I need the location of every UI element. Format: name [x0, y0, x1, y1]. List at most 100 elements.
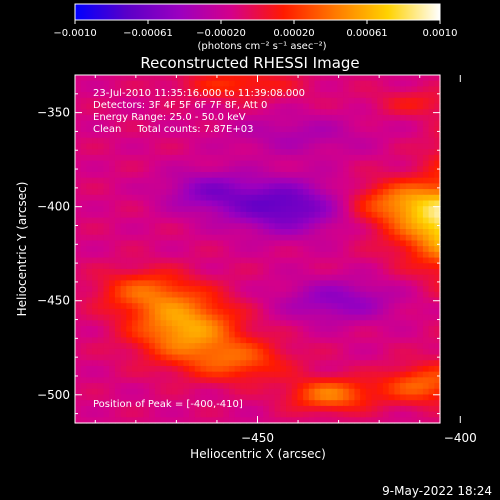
heatmap-cell	[371, 234, 378, 242]
heatmap-cell	[405, 103, 413, 110]
heatmap-cell	[171, 189, 179, 196]
heatmap-cell	[417, 286, 424, 293]
heatmap-cell	[86, 331, 93, 339]
heatmap-cell	[223, 86, 230, 93]
heatmap-cell	[206, 371, 213, 378]
heatmap-cell	[166, 297, 173, 304]
x-tick-label: −450	[241, 431, 274, 445]
heatmap-cell	[194, 166, 202, 173]
heatmap-cell	[114, 337, 122, 344]
heatmap-cell	[206, 251, 213, 259]
heatmap-cell	[109, 211, 116, 219]
heatmap-cell	[240, 166, 247, 173]
heatmap-cell	[280, 97, 287, 105]
heatmap-cell	[388, 143, 395, 150]
heatmap-cell	[200, 326, 207, 333]
heatmap-cell	[246, 274, 253, 281]
heatmap-cell	[137, 177, 145, 184]
heatmap-cell	[297, 280, 304, 287]
heatmap-cell	[257, 166, 264, 173]
heatmap-cell	[120, 143, 127, 150]
heatmap-cell	[337, 189, 344, 196]
heatmap-cell	[143, 75, 150, 82]
heatmap-cell	[348, 411, 356, 418]
heatmap-cell	[405, 183, 413, 190]
heatmap-cell	[132, 331, 139, 339]
heatmap-cell	[417, 360, 424, 367]
heatmap-cell	[143, 308, 150, 316]
heatmap-cell	[371, 229, 378, 236]
heatmap-cell	[394, 120, 401, 127]
heatmap-cell	[360, 126, 367, 133]
heatmap-cell	[160, 291, 167, 299]
heatmap-cell	[103, 405, 110, 413]
heatmap-cell	[114, 360, 122, 367]
heatmap-cell	[411, 206, 418, 213]
heatmap-cell	[348, 400, 356, 407]
heatmap-cell	[103, 246, 110, 253]
heatmap-cell	[291, 280, 299, 287]
heatmap-cell	[240, 211, 247, 219]
heatmap-cell	[189, 137, 196, 145]
heatmap-cell	[286, 92, 293, 99]
heatmap-cell	[154, 240, 162, 247]
heatmap-cell	[417, 394, 424, 401]
heatmap-cell	[405, 388, 413, 396]
heatmap-cell	[428, 326, 435, 333]
heatmap-cell	[417, 103, 424, 110]
heatmap-cell	[286, 246, 293, 253]
heatmap-cell	[377, 200, 384, 207]
heatmap-cell	[126, 154, 133, 162]
heatmap-cell	[75, 92, 82, 99]
heatmap-cell	[223, 160, 230, 167]
heatmap-cell	[297, 377, 304, 384]
heatmap-cell	[343, 183, 350, 190]
heatmap-cell	[365, 331, 373, 339]
heatmap-cell	[211, 189, 219, 196]
heatmap-cell	[360, 200, 367, 207]
heatmap-cell	[337, 109, 344, 116]
heatmap-cell	[149, 274, 156, 281]
heatmap-cell	[109, 268, 116, 276]
heatmap-cell	[308, 348, 316, 356]
heatmap-cell	[257, 160, 264, 167]
heatmap-cell	[200, 200, 207, 207]
heatmap-cell	[308, 171, 316, 179]
heatmap-cell	[263, 383, 270, 390]
heatmap-cell	[365, 229, 373, 236]
heatmap-cell	[137, 411, 145, 418]
heatmap-cell	[354, 189, 361, 196]
heatmap-cell	[377, 365, 384, 373]
heatmap-cell	[206, 240, 213, 247]
heatmap-cell	[154, 263, 162, 270]
heatmap-cell	[382, 160, 390, 167]
heatmap-cell	[434, 291, 441, 299]
heatmap-cell	[417, 280, 424, 287]
heatmap-cell	[206, 268, 213, 276]
heatmap-cell	[240, 405, 247, 413]
heatmap-cell	[189, 354, 196, 361]
heatmap-cell	[388, 75, 395, 82]
heatmap-cell	[417, 383, 424, 390]
heatmap-cell	[200, 331, 207, 339]
heatmap-cell	[308, 320, 316, 327]
heatmap-cell	[348, 217, 356, 224]
heatmap-cell	[177, 303, 184, 310]
heatmap-cell	[394, 149, 401, 156]
heatmap-cell	[75, 246, 82, 253]
heatmap-cell	[400, 400, 407, 407]
heatmap-cell	[417, 348, 424, 356]
heatmap-cell	[132, 360, 139, 367]
heatmap-cell	[109, 286, 116, 293]
heatmap-cell	[434, 388, 441, 396]
heatmap-cell	[228, 229, 236, 236]
heatmap-cell	[400, 143, 407, 150]
heatmap-cell	[422, 183, 430, 190]
heatmap-cell	[109, 109, 116, 116]
heatmap-cell	[280, 217, 287, 224]
heatmap-cell	[422, 234, 430, 242]
heatmap-cell	[189, 388, 196, 396]
heatmap-cell	[263, 280, 270, 287]
heatmap-cell	[177, 183, 184, 190]
heatmap-cell	[303, 360, 310, 367]
